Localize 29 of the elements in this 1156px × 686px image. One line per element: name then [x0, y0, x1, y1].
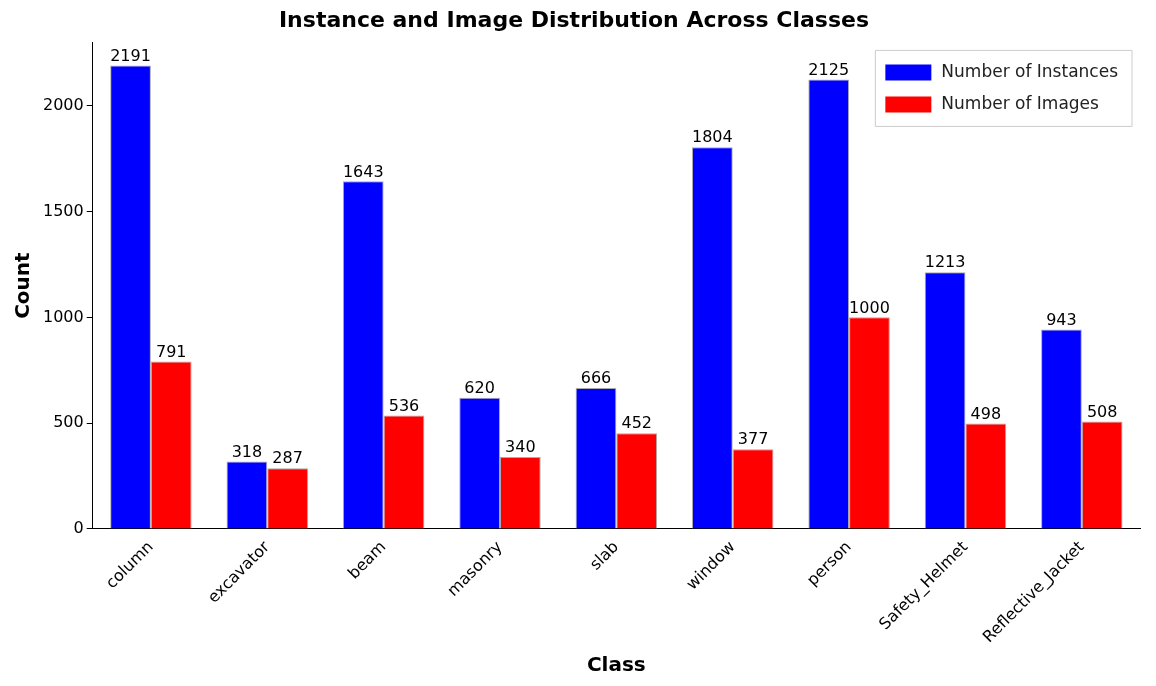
y-tick-label: 2000: [43, 95, 84, 115]
data-label: 377: [737, 429, 769, 449]
data-label: 943: [1046, 309, 1077, 329]
y-tick-label: 1500: [43, 200, 84, 220]
data-label: 1213: [924, 252, 966, 272]
data-label: 536: [388, 395, 420, 415]
y-tick-label: 500: [53, 412, 84, 432]
data-label: 620: [464, 377, 495, 397]
data-label: 508: [1086, 401, 1118, 421]
data-label: 791: [155, 341, 187, 361]
legend-label: Number of Instances: [941, 60, 1119, 81]
data-label: 287: [272, 448, 303, 468]
data-label: 2191: [110, 45, 151, 65]
y-tick-label: 0: [73, 518, 84, 538]
data-label: 2125: [808, 59, 850, 79]
data-label: 340: [505, 437, 536, 457]
data-label: 452: [621, 413, 652, 433]
x-tick-label: slab: [585, 537, 623, 574]
data-label: 1643: [342, 161, 384, 181]
legend-label: Number of Images: [941, 92, 1100, 113]
data-label: 318: [231, 441, 263, 461]
data-label: 666: [580, 368, 612, 388]
chart-title: Instance and Image Distribution Across Classes: [278, 6, 870, 32]
data-label: 1000: [849, 297, 890, 317]
data-label: 1804: [692, 127, 733, 147]
x-axis-title: Class: [586, 652, 646, 677]
y-tick-label: 1000: [43, 306, 84, 326]
y-axis-title: Count: [10, 251, 35, 319]
data-label: 498: [970, 403, 1002, 423]
